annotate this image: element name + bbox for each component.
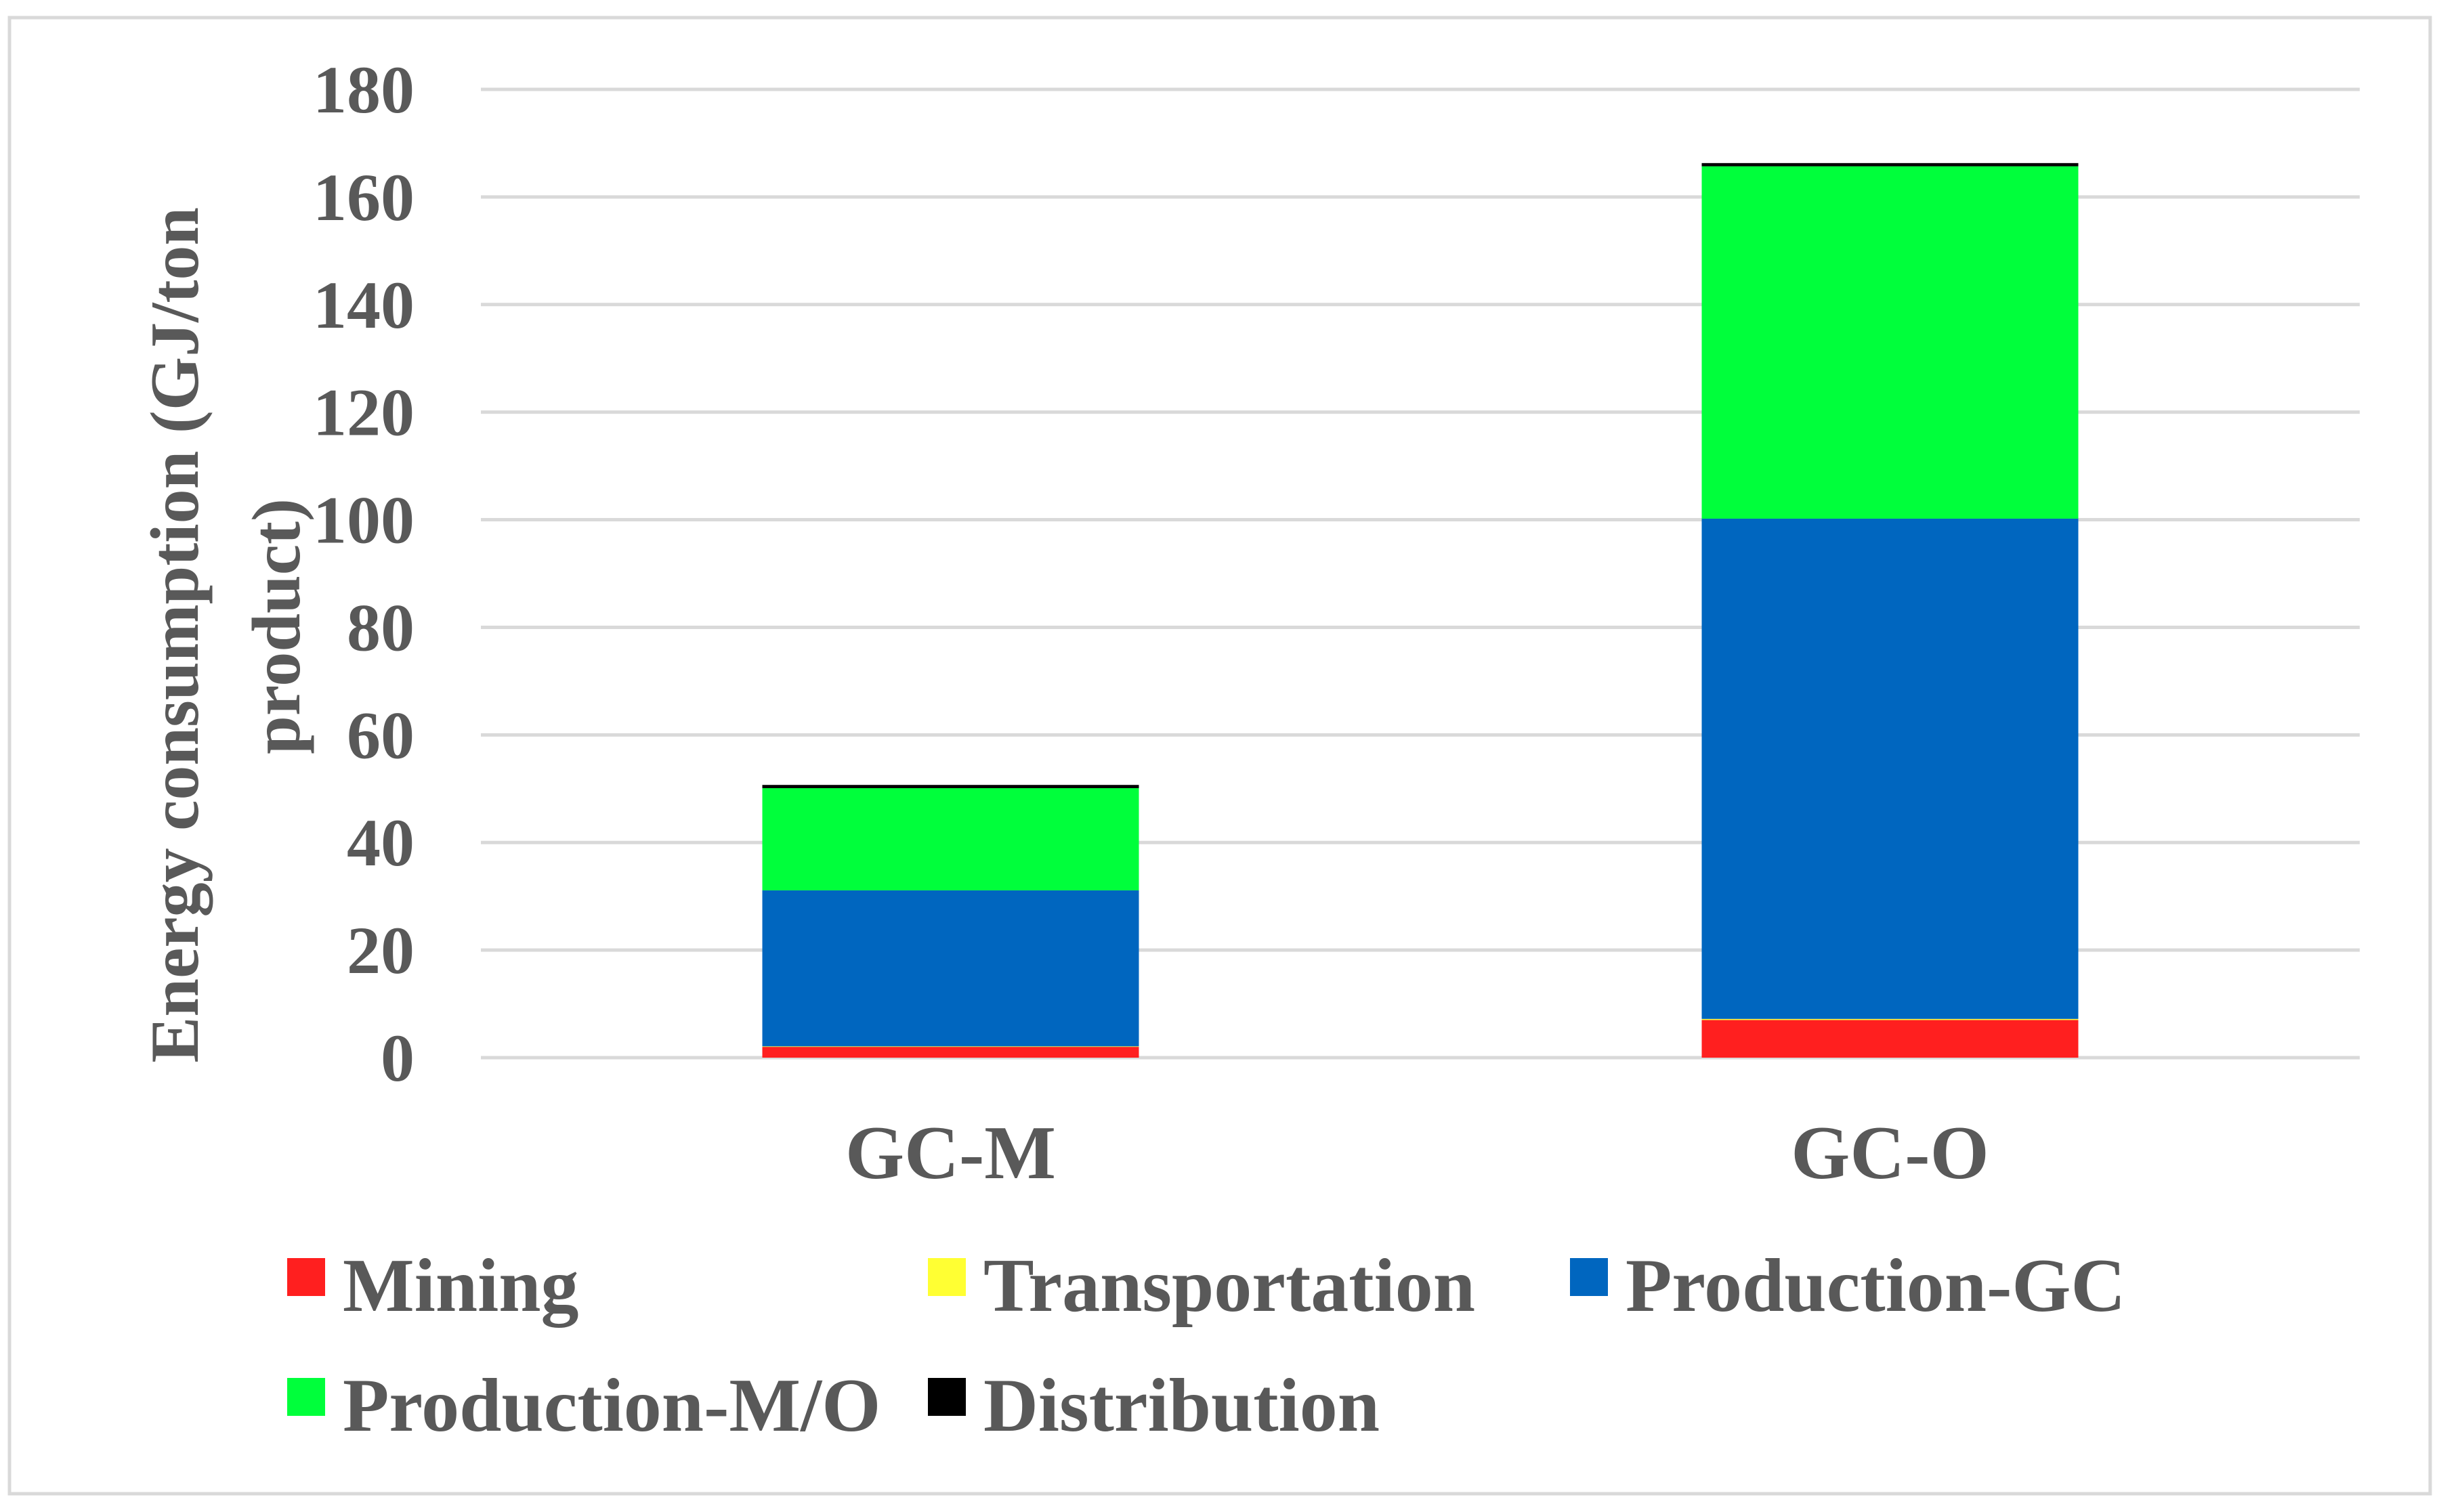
legend-label-transportation: Transportation	[983, 1244, 1475, 1328]
y-tick-label-140: 140	[313, 267, 415, 343]
legend-swatch-production-m-o	[287, 1378, 325, 1416]
y-tick-label-20: 20	[347, 913, 415, 988]
y-tick-label-180: 180	[313, 52, 415, 127]
bar-gc-m-production-gc	[762, 890, 1139, 1047]
legend-swatch-production-gc	[1570, 1258, 1608, 1296]
y-tick-label-0: 0	[381, 1020, 415, 1096]
y-tick-label-80: 80	[347, 590, 415, 665]
bar-gc-o-transportation	[1701, 1018, 2079, 1020]
bar-gc-o-production-gc	[1701, 518, 2079, 1019]
y-axis-title: Energy consumption (GJ/ton product)	[137, 190, 315, 1062]
legend-label-distribution: Distribution	[983, 1364, 1380, 1448]
legend-swatch-transportation	[928, 1258, 966, 1296]
legend-label-production-gc: Production-GC	[1626, 1244, 2125, 1328]
y-tick-label-120: 120	[313, 375, 415, 450]
bar-gc-m-mining	[762, 1047, 1139, 1058]
y-axis-title-line-2: product)	[238, 498, 315, 754]
bar-gc-m-production-m-o	[762, 787, 1139, 890]
legend: Mining Transportation Production-GC Product…	[287, 1244, 2125, 1448]
category-label-gc-m: GC-M	[845, 1111, 1056, 1195]
y-tick-label-160: 160	[313, 160, 415, 235]
y-tick-label-60: 60	[347, 697, 415, 773]
legend-label-mining: Mining	[343, 1244, 579, 1328]
bar-gc-o-mining	[1701, 1020, 2079, 1058]
bar-gc-m-distribution	[762, 785, 1139, 788]
y-axis-title-line-1: Energy consumption (GJ/ton	[137, 207, 213, 1063]
bar-gc-o-production-m-o	[1701, 166, 2079, 519]
legend-label-production-m-o: Production-M/O	[343, 1364, 880, 1448]
legend-swatch-mining	[287, 1258, 325, 1296]
y-tick-label-100: 100	[313, 483, 415, 558]
bar-gc-m-transportation	[762, 1046, 1139, 1047]
y-tick-label-40: 40	[347, 805, 415, 880]
bar-gc-o-distribution	[1701, 163, 2079, 167]
y-tick-labels: 0 20 40 60 80 100 120 140 160 180	[313, 52, 415, 1096]
legend-swatch-distribution	[928, 1378, 966, 1416]
category-labels: GC-M GC-O	[845, 1111, 1989, 1195]
category-label-gc-o: GC-O	[1791, 1111, 1989, 1195]
bar-layer	[762, 163, 2079, 1058]
